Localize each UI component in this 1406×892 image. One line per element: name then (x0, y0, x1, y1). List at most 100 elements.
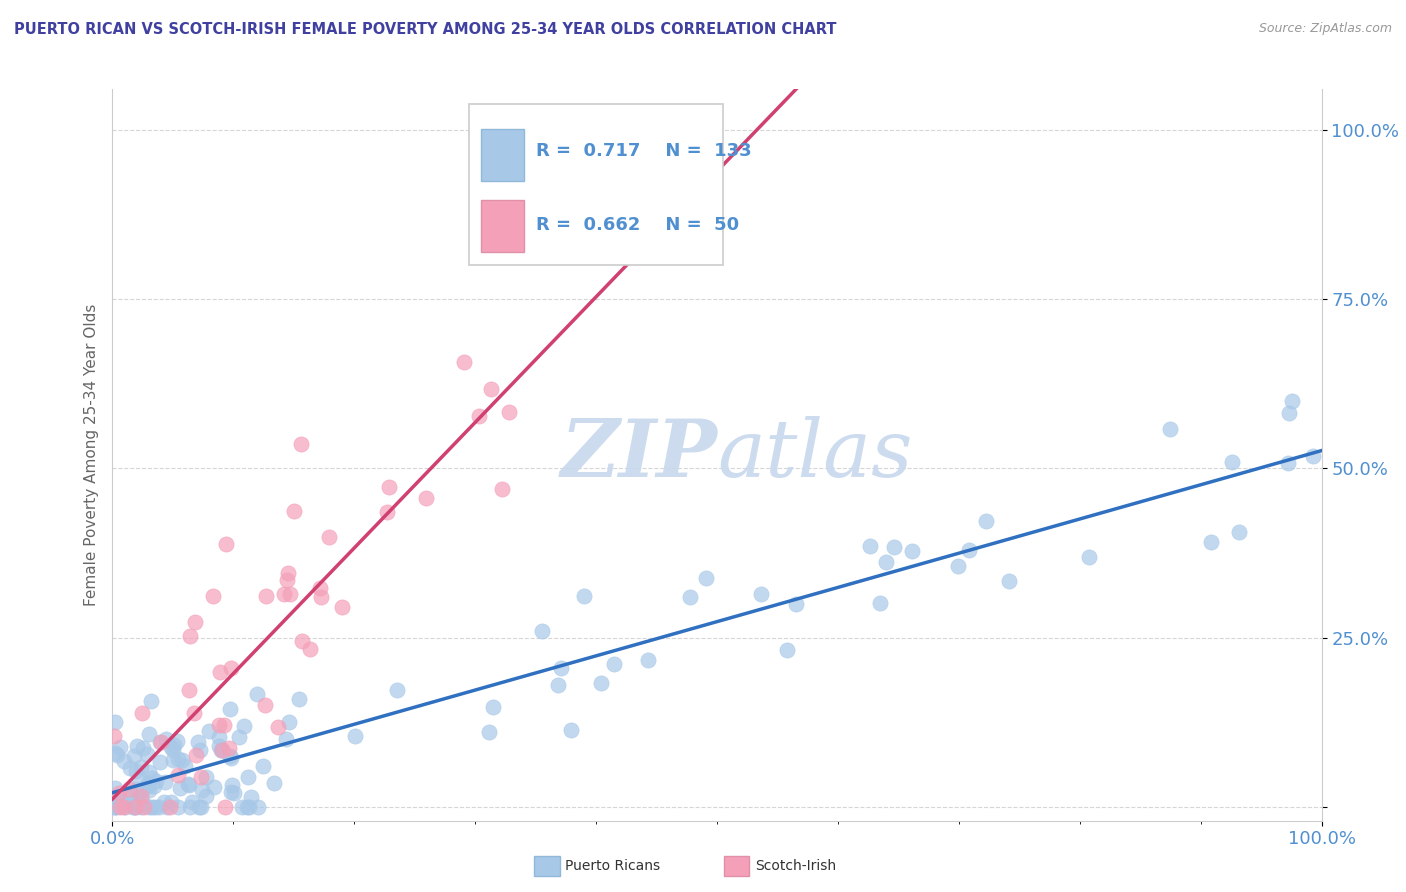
Point (560, 723, 582, 737)
Point (163, 738, 186, 752)
Point (221, 778, 243, 792)
Point (156, 800, 179, 814)
Point (219, 750, 242, 764)
Point (479, 382, 502, 396)
Point (1078, 549, 1101, 564)
Point (128, 772, 150, 786)
Point (278, 715, 301, 730)
Point (132, 741, 155, 756)
Point (150, 735, 173, 749)
Point (195, 770, 218, 784)
Point (263, 776, 285, 790)
Point (875, 555, 897, 569)
Point (179, 800, 201, 814)
Point (883, 541, 905, 555)
Point (252, 758, 274, 772)
Point (218, 741, 240, 756)
Text: Source: ZipAtlas.com: Source: ZipAtlas.com (1258, 22, 1392, 36)
Point (167, 800, 190, 814)
Text: Puerto Ricans: Puerto Ricans (565, 859, 661, 873)
Point (153, 796, 176, 810)
Point (550, 661, 572, 675)
FancyBboxPatch shape (470, 103, 723, 265)
Point (159, 795, 181, 809)
Point (136, 779, 159, 793)
Point (1227, 524, 1250, 539)
Point (127, 790, 149, 805)
Point (139, 694, 162, 708)
Point (124, 782, 146, 797)
Point (240, 790, 263, 805)
Point (108, 740, 131, 755)
Point (208, 717, 231, 731)
Point (215, 537, 238, 551)
Point (246, 687, 269, 701)
Point (946, 558, 969, 573)
Point (125, 764, 148, 778)
Point (276, 573, 298, 587)
Point (299, 641, 322, 656)
Point (104, 800, 127, 814)
Point (288, 692, 311, 706)
Point (235, 800, 257, 814)
Point (1302, 449, 1324, 463)
Point (219, 748, 242, 763)
Point (105, 789, 128, 804)
Point (277, 566, 299, 580)
Point (378, 480, 401, 494)
Point (112, 800, 135, 814)
Point (309, 582, 332, 596)
Point (191, 783, 214, 797)
Point (273, 587, 295, 601)
Point (267, 720, 290, 734)
Point (118, 782, 141, 797)
Point (453, 355, 475, 369)
Point (160, 740, 183, 755)
Point (110, 799, 132, 814)
Point (637, 653, 659, 667)
Point (177, 777, 200, 791)
Point (159, 800, 181, 814)
Y-axis label: Female Poverty Among 25-34 Year Olds: Female Poverty Among 25-34 Year Olds (83, 304, 98, 606)
Point (129, 800, 152, 814)
Point (190, 800, 212, 814)
Point (385, 682, 408, 697)
Point (201, 590, 224, 604)
Point (187, 735, 209, 749)
Point (869, 595, 891, 609)
Point (228, 730, 250, 744)
Point (118, 761, 141, 775)
Point (232, 719, 254, 733)
Point (162, 743, 184, 757)
Point (478, 724, 501, 739)
Text: Scotch-Irish: Scotch-Irish (755, 859, 837, 873)
Point (318, 530, 340, 544)
Point (138, 765, 160, 780)
Point (110, 793, 132, 807)
Point (231, 800, 253, 814)
Point (138, 782, 160, 797)
Point (209, 743, 232, 757)
Point (309, 590, 332, 604)
Point (482, 699, 505, 714)
Point (167, 752, 190, 766)
Point (290, 436, 312, 450)
Text: ZIP: ZIP (560, 417, 717, 493)
Point (188, 743, 211, 757)
Point (141, 771, 163, 785)
Point (145, 774, 167, 789)
Point (124, 800, 146, 814)
Point (155, 731, 177, 746)
Point (162, 753, 184, 767)
Point (785, 597, 807, 611)
Point (149, 755, 172, 769)
Point (104, 746, 127, 760)
Point (166, 734, 188, 748)
Point (997, 574, 1019, 588)
Point (114, 800, 136, 814)
Point (415, 491, 437, 506)
Point (531, 624, 554, 639)
Point (148, 800, 170, 814)
Point (1199, 535, 1222, 549)
Point (283, 504, 305, 518)
